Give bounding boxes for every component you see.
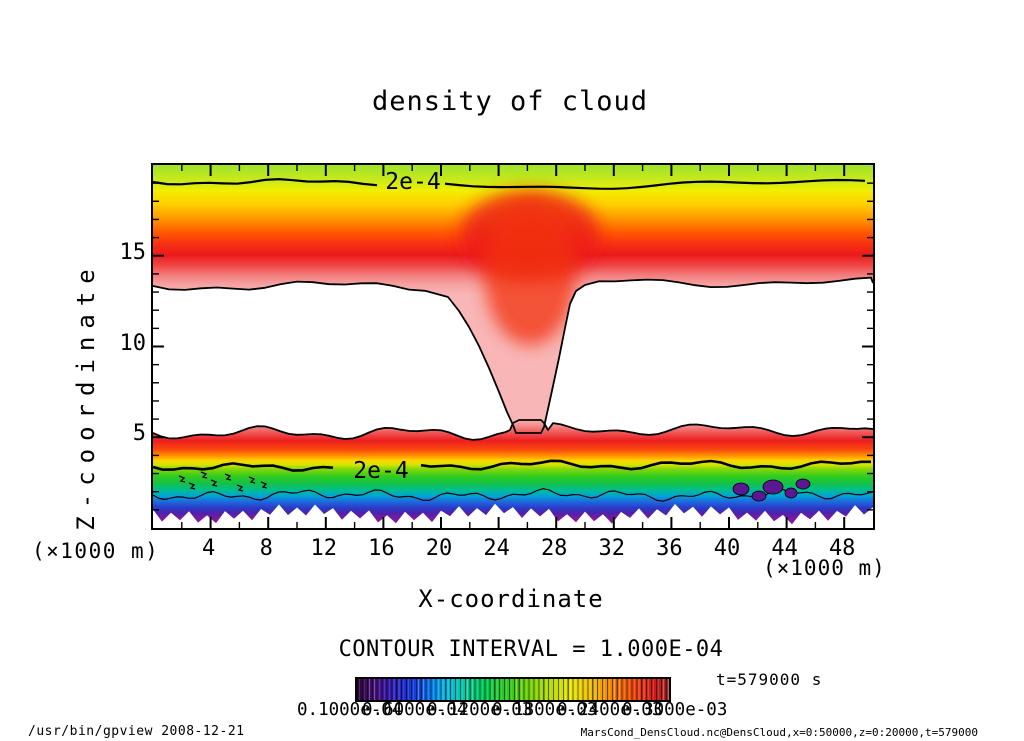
y-tick-label: 5: [132, 421, 146, 447]
x-unit-label-right: (×1000 m): [763, 556, 886, 580]
colorbar-label: 0.1000e-04: [297, 700, 403, 720]
page-title: density of cloud: [371, 86, 649, 117]
x-tick-label: 4: [201, 536, 216, 561]
colorbar-label: 0.2400e-03: [557, 700, 663, 720]
time-label: t=579000 s: [716, 670, 823, 689]
colorbar-label: 0.6000e-04: [362, 700, 468, 720]
lower-contour-label: 2e-4: [353, 458, 408, 484]
y-tick-label: 10: [119, 330, 147, 356]
x-unit-label-left: (×1000 m): [32, 539, 160, 563]
y-axis-label: Z-coordinate: [72, 261, 100, 531]
colorbar: [355, 677, 671, 702]
x-tick-label: 48: [828, 536, 856, 561]
x-tick-label: 16: [368, 536, 395, 561]
colorbar-label: 0.3000e-03: [622, 700, 728, 720]
x-tick-label: 28: [540, 536, 568, 561]
x-tick-label: 40: [713, 536, 741, 561]
axis-ticks: [153, 165, 873, 528]
contour-plot-svg: 2e-4 2e-4: [153, 165, 873, 528]
command-footer: /usr/bin/gpview 2008-12-21: [28, 724, 245, 739]
x-tick-label: 36: [656, 536, 683, 561]
colorbar-label: 0.1800e-03: [492, 700, 598, 720]
cloud-density-bands: [153, 165, 873, 525]
colorbar-label: 0.1200e-03: [427, 700, 533, 720]
x-tick-label: 32: [598, 536, 626, 561]
upper-contour-label: 2e-4: [385, 169, 440, 195]
y-tick-label: 15: [119, 239, 147, 265]
x-tick-label: 20: [425, 536, 453, 561]
x-tick-label: 24: [483, 536, 510, 561]
datasource-footer: MarsCond_DensCloud.nc@DensCloud,x=0:5000…: [580, 726, 978, 739]
x-tick-label: 12: [310, 536, 338, 561]
x-tick-label: 8: [259, 536, 273, 561]
small-contour-speckles: [178, 471, 811, 502]
contour-interval-text: CONTOUR INTERVAL = 1.000E-04: [338, 637, 724, 662]
x-axis-label: X-coordinate: [418, 585, 604, 613]
plot-area: 2e-4 2e-4: [151, 163, 875, 530]
x-tick-label: 44: [771, 536, 798, 561]
